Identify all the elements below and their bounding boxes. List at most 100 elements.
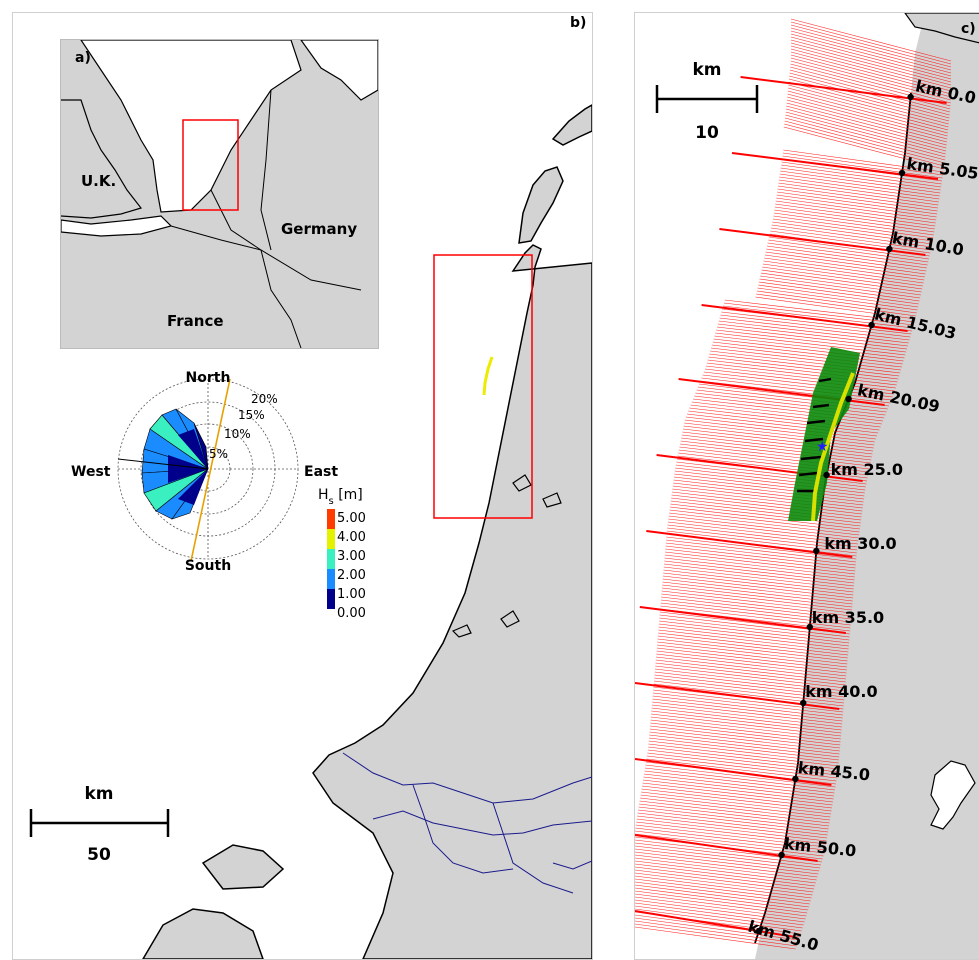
transect-line	[681, 434, 872, 458]
mainland-netherlands	[312, 244, 592, 959]
legend-swatch-5	[327, 509, 335, 529]
transect-line	[779, 176, 940, 200]
transect-line	[764, 257, 925, 281]
transect-line	[790, 57, 952, 101]
legend-title: Hs [m]	[318, 487, 363, 507]
transect-line	[651, 713, 842, 737]
transect-line	[790, 24, 952, 68]
transect-line	[788, 81, 949, 125]
transect-line	[660, 602, 851, 626]
transect-line	[718, 320, 909, 344]
transect-line	[766, 245, 927, 269]
transect-line	[681, 437, 872, 461]
km-dot	[898, 169, 906, 177]
grid-ticks	[797, 377, 832, 493]
transect-line	[648, 737, 839, 761]
transect-line	[789, 75, 950, 119]
transect-line	[787, 90, 948, 134]
transect-line	[662, 584, 853, 608]
transect-line	[635, 827, 826, 851]
small-island-2	[542, 492, 562, 508]
transect-line	[673, 479, 864, 503]
transect-line	[774, 209, 935, 233]
transect-line	[635, 857, 817, 881]
transect-line	[777, 191, 938, 215]
transect-line	[756, 290, 917, 314]
rose-ring-15: 15%	[238, 408, 265, 422]
transect-line	[782, 152, 943, 176]
transect-line	[790, 18, 952, 62]
transect-line	[665, 548, 856, 572]
transect-line	[649, 731, 840, 755]
transect-line	[781, 164, 942, 188]
transect-line	[644, 767, 835, 791]
km-transect-line	[635, 758, 832, 786]
transect-line	[647, 749, 838, 773]
transect-line	[790, 51, 952, 95]
km-dot	[868, 321, 875, 329]
transect-line	[642, 779, 833, 803]
transect-line	[635, 854, 818, 878]
transect-line	[772, 221, 933, 245]
km-transect-line	[635, 834, 818, 862]
scalebar-c-value: 10	[695, 123, 719, 143]
transect-line	[635, 884, 810, 908]
transect-line	[703, 371, 894, 395]
transect-line	[764, 254, 925, 278]
transect-line	[784, 120, 945, 164]
transect-line	[651, 704, 842, 728]
transect-line	[713, 338, 904, 362]
transect-line	[677, 455, 868, 479]
panel-a-label: a)	[75, 50, 91, 66]
transect-line	[772, 218, 934, 242]
legend-swatch-4	[327, 529, 335, 549]
transect-line	[777, 185, 938, 209]
map-panel-c: ★ km 0.0 km 5.05 km 10.0 km 15.03 km 20.09 km…	[634, 12, 979, 960]
transect-line	[659, 620, 850, 644]
km-dot	[907, 93, 914, 101]
transect-line	[638, 806, 829, 830]
scalebar-c-unit: km	[692, 60, 721, 80]
transect-line	[639, 803, 830, 827]
transect-line	[657, 644, 848, 668]
transect-line	[679, 443, 871, 467]
transect-line	[635, 917, 799, 941]
km-label: km 25.0	[831, 460, 903, 479]
transect-line	[674, 473, 865, 497]
transect-line	[652, 695, 843, 719]
legend-label-4: 4.00	[337, 530, 366, 545]
transect-line	[790, 36, 952, 80]
panel-c-label: c)	[961, 21, 976, 37]
transect-line	[655, 662, 846, 686]
transect-line	[790, 45, 952, 89]
transect-line	[692, 398, 884, 422]
transect-line	[655, 656, 847, 680]
transect-line	[668, 515, 859, 539]
transect-line	[790, 39, 952, 83]
transect-line	[763, 260, 924, 284]
transect-line	[777, 188, 938, 212]
legend-swatch-1	[327, 589, 335, 609]
map-b-svg: km 50 b)	[29, 15, 592, 959]
transect-line	[684, 422, 875, 446]
rivers	[342, 752, 592, 894]
km-dot	[813, 547, 820, 555]
transect-line	[637, 812, 828, 836]
transect-line	[678, 449, 869, 473]
transect-line	[647, 752, 838, 776]
transect-line	[783, 126, 944, 170]
transect-line	[656, 647, 847, 671]
inland-lake	[930, 760, 976, 830]
transect-line	[707, 359, 898, 383]
transect-line	[667, 521, 858, 545]
transect-line	[635, 848, 820, 872]
transect-line	[642, 782, 833, 806]
transect-line	[778, 182, 939, 206]
transect-line	[635, 824, 826, 848]
transect-line	[790, 54, 952, 98]
transect-line	[712, 341, 903, 365]
transect-line	[773, 212, 934, 236]
transect-line	[780, 170, 941, 194]
country-france: France	[167, 312, 224, 330]
